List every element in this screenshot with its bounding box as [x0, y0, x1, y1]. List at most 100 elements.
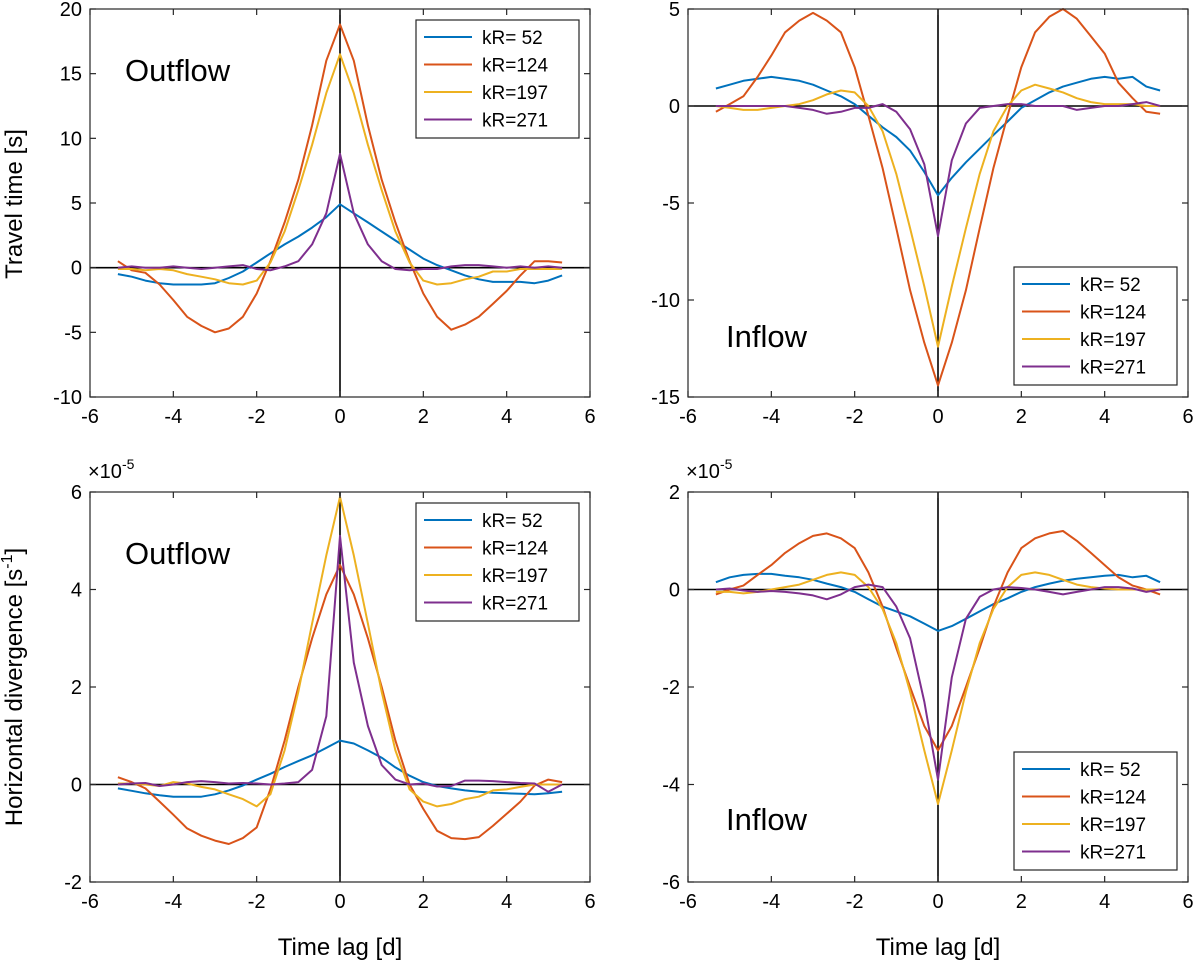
series-line-1 — [715, 75, 1161, 197]
series-line-3 — [715, 571, 1161, 805]
y-tick-label: -5 — [64, 322, 82, 344]
y-tick-label: -10 — [53, 387, 82, 409]
y-axis-label-bottom-left: Horizontal divergence [s-1] — [0, 548, 28, 826]
exponent-power-bottom-left: -5 — [122, 456, 135, 472]
chart-bottom-right: -6 -4 -2 0 2 4 6 -6 -4 -2 0 2 Inflow kR= 52 kR=124 kR=1… — [662, 482, 1193, 913]
legend-entry: kR=271 — [482, 594, 548, 615]
x-tick-label: -6 — [679, 891, 697, 913]
x-tick-label: 4 — [501, 891, 512, 913]
y-tick-label: 0 — [71, 258, 82, 280]
series-line-2 — [715, 8, 1161, 387]
legend-entry: kR=271 — [482, 111, 548, 132]
legend: kR= 52 kR=124 kR=197 kR=271 — [415, 19, 580, 139]
x-axis-label-bottom-right: Time lag [d] — [876, 934, 1001, 961]
legend-entry: kR=197 — [1080, 330, 1146, 351]
legend-entry: kR=271 — [1080, 843, 1146, 864]
legend-entry: kR= 52 — [1080, 275, 1141, 296]
x-tick-label: 0 — [334, 406, 345, 428]
series-line-1 — [715, 572, 1161, 632]
series-line-4 — [117, 152, 563, 272]
y-tick-label: 0 — [669, 96, 680, 118]
x-tick-label: 2 — [1016, 406, 1027, 428]
series-line-4 — [715, 101, 1161, 237]
exponent-power-bottom-right: -5 — [720, 456, 733, 472]
x-tick-label: -4 — [762, 891, 780, 913]
legend-entry: kR=197 — [1080, 815, 1146, 836]
legend-entry: kR= 52 — [482, 511, 543, 532]
series-line-3 — [715, 83, 1161, 348]
exponent-base-bottom-left: ×10 — [88, 461, 122, 483]
exponent-label-bottom-left: ×10-5 — [88, 456, 135, 483]
x-tick-label: 4 — [1099, 406, 1110, 428]
series-line-2 — [117, 564, 563, 845]
y-tick-label: 2 — [71, 677, 82, 699]
y-tick-label: 5 — [71, 193, 82, 215]
y-tick-label: 2 — [669, 482, 680, 504]
x-tick-label: -4 — [762, 406, 780, 428]
legend-entry: kR= 52 — [1080, 760, 1141, 781]
chart-bottom-left: -6 -4 -2 0 2 4 6 -2 0 2 4 6 Outflow kR= 52 kR=124 kR=19… — [64, 482, 595, 913]
series-line-4 — [715, 583, 1161, 781]
panel-annotation: Inflow — [726, 319, 808, 354]
x-tick-label: 0 — [932, 406, 943, 428]
y-tick-label: 5 — [669, 0, 680, 21]
legend-entry: kR= 52 — [482, 28, 543, 49]
x-tick-label: 2 — [418, 406, 429, 428]
x-tick-label: -2 — [846, 406, 864, 428]
y-tick-label: 0 — [669, 580, 680, 602]
series-line-2 — [715, 530, 1161, 752]
legend-box — [1013, 266, 1178, 386]
legend: kR= 52 kR=124 kR=197 kR=271 — [1013, 266, 1178, 386]
x-tick-label: -2 — [248, 406, 266, 428]
x-tick-label: 4 — [1099, 891, 1110, 913]
chart-top-left: -6 -4 -2 0 2 4 6 -10 -5 0 5 10 15 20 Outflow kR= 52 kR=1… — [53, 0, 595, 428]
y-tick-label: 6 — [71, 482, 82, 504]
y-axis-label-top-left: Travel time [s] — [1, 129, 28, 279]
x-tick-label: 2 — [1016, 891, 1027, 913]
legend-entry: kR=124 — [1080, 788, 1146, 809]
legend-entry: kR=197 — [482, 566, 548, 587]
x-tick-label: -2 — [846, 891, 864, 913]
x-tick-label: 4 — [501, 406, 512, 428]
legend-entry: kR=197 — [482, 83, 548, 104]
y-tick-label: -2 — [64, 872, 82, 894]
x-tick-label: 6 — [1182, 891, 1193, 913]
legend-box — [415, 502, 580, 622]
x-tick-label: -6 — [81, 406, 99, 428]
exponent-base-bottom-right: ×10 — [686, 461, 720, 483]
panel-annotation: Inflow — [726, 802, 808, 837]
series-line-3 — [117, 53, 563, 286]
y-tick-label: -2 — [662, 677, 680, 699]
x-tick-label: 6 — [584, 406, 595, 428]
legend-box — [1013, 751, 1178, 871]
exponent-label-bottom-right: ×10-5 — [686, 456, 733, 483]
y-axis-label-bottom-superscript: -1 — [0, 554, 16, 568]
y-tick-label: 0 — [71, 775, 82, 797]
legend-box — [415, 19, 580, 139]
x-tick-label: 0 — [932, 891, 943, 913]
legend-entry: kR=124 — [482, 56, 548, 77]
x-axis-label-bottom-left: Time lag [d] — [278, 934, 403, 961]
y-tick-label: -5 — [662, 193, 680, 215]
x-tick-label: -6 — [679, 406, 697, 428]
y-axis-label-bottom-text: Horizontal divergence [s — [1, 569, 28, 826]
legend: kR= 52 kR=124 kR=197 kR=271 — [1013, 751, 1178, 871]
y-axis-label-bottom-close: ] — [1, 548, 28, 555]
y-tick-label: 20 — [60, 0, 82, 21]
y-tick-label: -6 — [662, 872, 680, 894]
series-line-2 — [117, 23, 563, 334]
y-tick-label: -15 — [651, 387, 680, 409]
legend-entry: kR=124 — [1080, 303, 1146, 324]
panel-annotation: Outflow — [125, 53, 231, 88]
series-line-1 — [117, 203, 563, 286]
x-tick-label: -2 — [248, 891, 266, 913]
series-line-4 — [117, 534, 563, 793]
y-tick-label: 15 — [60, 64, 82, 86]
y-tick-label: 4 — [71, 580, 82, 602]
x-tick-label: -4 — [164, 891, 182, 913]
y-tick-label: -10 — [651, 290, 680, 312]
